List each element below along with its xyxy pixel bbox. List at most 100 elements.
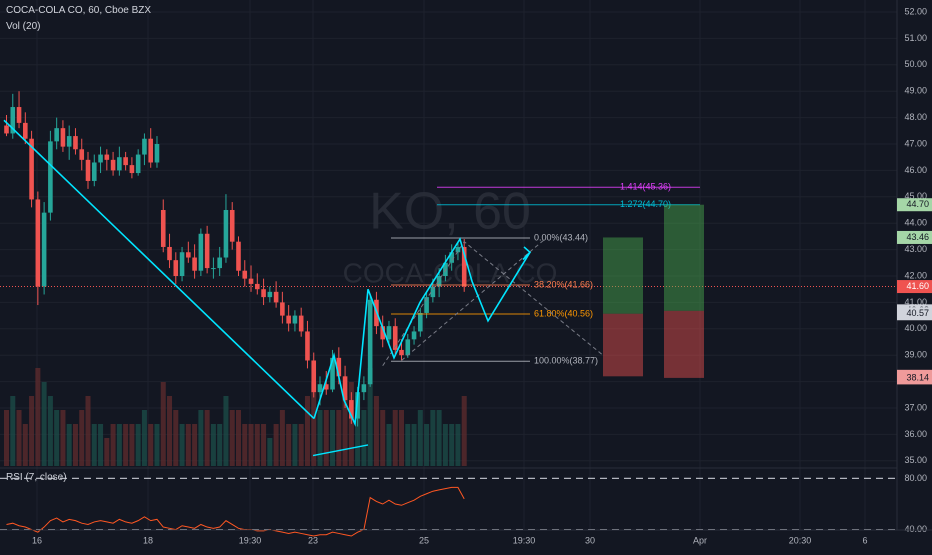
- candle-body: [110, 159, 116, 171]
- volume-bar: [323, 410, 329, 466]
- volume-bar: [430, 410, 436, 466]
- volume-bar: [129, 424, 135, 466]
- fib-extension-label: 1.272(44.70): [620, 199, 671, 209]
- fib-level-label: 0.00%(43.44): [534, 232, 588, 242]
- price-axis-tick: 39.00: [904, 350, 927, 360]
- candle-body: [286, 315, 291, 324]
- volume-bar: [54, 410, 60, 466]
- volume-bar: [311, 382, 317, 466]
- price-axis-background: [897, 0, 932, 530]
- candle-body: [104, 154, 110, 160]
- volume-bar: [141, 410, 147, 466]
- candle-body: [135, 154, 141, 174]
- volume-bar: [342, 396, 348, 466]
- volume-bar: [229, 410, 235, 466]
- candle-body: [323, 384, 329, 390]
- volume-bar: [455, 424, 461, 466]
- candle-body: [91, 162, 97, 181]
- price-axis-tick: 47.00: [904, 138, 927, 148]
- candle-body: [242, 270, 248, 279]
- volume-bar: [461, 396, 467, 466]
- volume-bar: [60, 410, 66, 466]
- candle-body: [311, 360, 317, 393]
- candle-body: [305, 331, 310, 361]
- candle-body: [16, 107, 22, 123]
- candle-body: [342, 376, 348, 401]
- volume-bar: [361, 410, 367, 466]
- candle-body: [35, 199, 41, 287]
- candle-body: [336, 357, 342, 377]
- price-axis-tick: 44.00: [904, 218, 927, 228]
- price-tag: [897, 307, 932, 321]
- candle-body: [386, 326, 392, 340]
- price-tag-label: 43.46: [906, 232, 929, 242]
- projection-channel: [401, 238, 546, 361]
- price-tag: [897, 198, 932, 212]
- price-axis-tick: 40.00: [904, 323, 927, 333]
- volume-bar: [235, 410, 241, 466]
- volume-bar: [304, 396, 310, 466]
- time-axis-label: 6: [862, 535, 867, 545]
- volume-bar: [355, 396, 361, 466]
- elliott-zigzag: [313, 237, 531, 427]
- volume-bar: [47, 396, 53, 466]
- candle-body: [418, 312, 423, 332]
- price-tag-label: 38.14: [906, 372, 929, 382]
- candle-body: [173, 260, 179, 276]
- price-axis-tick: 41.00: [904, 297, 927, 307]
- candle-body: [204, 233, 210, 269]
- volume-bar: [91, 424, 97, 466]
- candle-body: [48, 141, 53, 213]
- time-axis-label: 23: [308, 535, 318, 545]
- price-axis-tick: 50.00: [904, 59, 927, 69]
- candle-body: [129, 165, 135, 174]
- volume-bar: [66, 424, 72, 466]
- volume-bar: [210, 424, 216, 466]
- rsi-axis-tick: 40.00: [904, 524, 927, 534]
- candle-body: [79, 149, 85, 160]
- candle-body: [430, 286, 436, 298]
- candle-body: [455, 246, 461, 253]
- candle-body: [198, 233, 204, 271]
- candle-body: [160, 210, 166, 247]
- position-box-2-target-zone: [664, 204, 704, 311]
- volume-bar: [242, 424, 248, 466]
- price-axis-tick: 37.00: [904, 402, 927, 412]
- candle-body: [123, 157, 128, 166]
- candle-body: [424, 297, 429, 313]
- volume-bar: [417, 410, 423, 466]
- volume-bar: [110, 424, 116, 466]
- volume-bar: [392, 410, 398, 466]
- price-axis-tick: 45.00: [904, 191, 927, 201]
- fib-level-label: 61.80%(40.56): [534, 308, 593, 318]
- volume-bar: [386, 424, 392, 466]
- volume-bar: [104, 438, 110, 466]
- candle-body: [41, 212, 47, 287]
- candle-body: [73, 136, 78, 150]
- price-axis-tick: 36.00: [904, 429, 927, 439]
- time-axis-label: 20:30: [789, 535, 812, 545]
- candle-body: [10, 107, 16, 134]
- volume-bar: [279, 410, 285, 466]
- price-axis-tick: 46.00: [904, 165, 927, 175]
- candle-body: [211, 268, 216, 270]
- price-tag-label: 44.70: [906, 199, 929, 209]
- candle-body: [355, 392, 360, 419]
- candle-body: [85, 159, 91, 181]
- rsi-divergence-line: [312, 444, 369, 457]
- candle-body: [280, 302, 285, 316]
- volume-bar: [41, 382, 47, 466]
- candle-body: [399, 349, 404, 356]
- volume-bar: [261, 424, 267, 466]
- price-tag-label: 40.57: [906, 308, 929, 318]
- volume-bar: [399, 410, 405, 466]
- symbol-title: COCA-COLA CO, 60, Cboe BZX: [6, 5, 152, 16]
- candle-body: [4, 125, 9, 134]
- candle-body: [54, 128, 59, 142]
- time-axis-label: 30: [585, 535, 595, 545]
- volume-bar: [223, 396, 229, 466]
- downtrend-line: [3, 119, 315, 420]
- time-axis-label: 18: [143, 535, 153, 545]
